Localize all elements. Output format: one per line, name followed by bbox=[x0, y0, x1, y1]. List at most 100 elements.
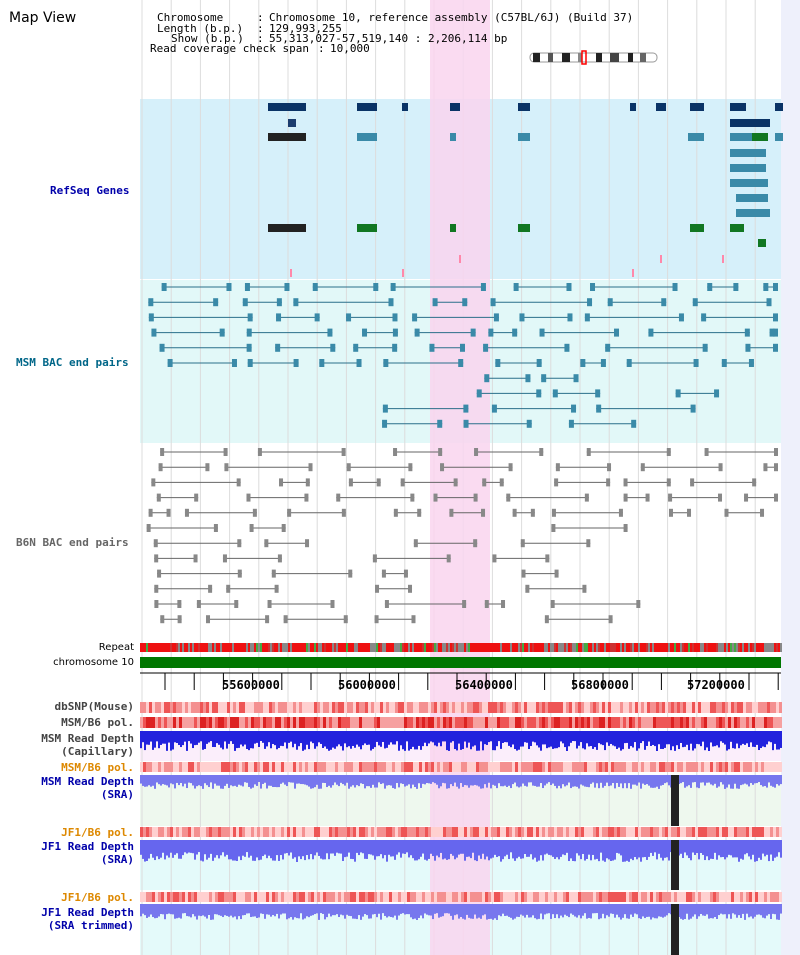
depth-bin bbox=[288, 775, 290, 783]
pol-bin bbox=[419, 717, 422, 728]
pol-bin bbox=[629, 827, 632, 837]
bac-end bbox=[690, 404, 696, 413]
track-label-dbsnp[interactable]: dbSNP(Mouse) bbox=[54, 700, 134, 713]
gene-feature bbox=[730, 119, 770, 127]
polymorphism-tracks[interactable] bbox=[140, 702, 782, 902]
depth-bin bbox=[286, 904, 288, 920]
gene-marker bbox=[722, 255, 724, 263]
depth-bin bbox=[410, 840, 412, 856]
depth-bin bbox=[194, 775, 196, 789]
track-label-msm-capillary-depth[interactable]: MSM Read Depth (Capillary) bbox=[41, 732, 134, 758]
depth-bin bbox=[652, 840, 654, 856]
gene-feature bbox=[268, 224, 306, 232]
depth-bin bbox=[522, 904, 524, 916]
depth-bin bbox=[140, 731, 142, 749]
track-label-jf1-trimmed-depth[interactable]: JF1 Read Depth (SRA trimmed) bbox=[41, 906, 134, 932]
pol-bin bbox=[305, 827, 308, 837]
depth-bin bbox=[276, 904, 278, 914]
bac-end bbox=[693, 359, 699, 367]
depth-bin bbox=[336, 840, 338, 853]
track-label-refseq[interactable]: RefSeq Genes bbox=[50, 184, 130, 197]
depth-bin bbox=[534, 731, 536, 743]
pol-bin bbox=[539, 702, 542, 713]
depth-bin bbox=[170, 904, 172, 915]
msm-bac-end-pairs-track[interactable] bbox=[148, 283, 778, 428]
pol-bin bbox=[536, 827, 539, 837]
pol-bin bbox=[668, 827, 671, 837]
depth-bin bbox=[624, 775, 626, 784]
pol-bin bbox=[224, 717, 227, 728]
depth-bin bbox=[270, 840, 272, 859]
pol-bin bbox=[212, 702, 215, 713]
pol-bin bbox=[779, 762, 782, 772]
depth-bin bbox=[464, 775, 466, 786]
bac-end bbox=[675, 389, 681, 398]
depth-bin bbox=[536, 775, 538, 787]
depth-bin bbox=[358, 840, 360, 856]
track-label-b6n-bac[interactable]: B6N BAC end pairs bbox=[16, 536, 129, 549]
pol-bin bbox=[299, 717, 302, 728]
read-depth-tracks[interactable] bbox=[140, 731, 782, 920]
coverage-gap-jf1-sra bbox=[671, 840, 679, 890]
depth-bin bbox=[682, 775, 684, 783]
depth-bin bbox=[766, 904, 768, 916]
depth-bin bbox=[666, 731, 668, 745]
depth-bin bbox=[370, 775, 372, 788]
depth-bin bbox=[606, 731, 608, 743]
track-label-msm-pol-1[interactable]: MSM/B6 pol. bbox=[61, 716, 134, 729]
depth-bin bbox=[762, 731, 764, 747]
pol-bin bbox=[776, 762, 779, 772]
pol-bin bbox=[269, 827, 272, 837]
pol-bin bbox=[737, 762, 740, 772]
repeat-element bbox=[502, 643, 504, 652]
track-label-msm-bac[interactable]: MSM BAC end pairs bbox=[16, 356, 129, 369]
refseq-genes-track[interactable] bbox=[268, 103, 783, 277]
depth-bin bbox=[424, 775, 426, 785]
pol-bin bbox=[677, 827, 680, 837]
repeat-element bbox=[222, 643, 224, 652]
depth-bin bbox=[618, 775, 620, 787]
selection-highlight[interactable] bbox=[430, 0, 490, 955]
repeat-element bbox=[140, 643, 142, 652]
depth-bin bbox=[506, 731, 508, 743]
repeat-element bbox=[186, 643, 188, 652]
bac-end bbox=[336, 493, 341, 502]
track-label-jf1-pol-1[interactable]: JF1/B6 pol. bbox=[61, 826, 134, 839]
repeat-track[interactable] bbox=[140, 643, 782, 652]
track-label-jf1-pol-2[interactable]: JF1/B6 pol. bbox=[61, 891, 134, 904]
depth-bin bbox=[384, 731, 386, 749]
pol-bin bbox=[602, 717, 605, 728]
depth-bin bbox=[558, 731, 560, 748]
depth-bin bbox=[476, 731, 478, 751]
repeat-element bbox=[774, 643, 776, 652]
depth-bin bbox=[376, 840, 378, 857]
chromosome-ideogram[interactable] bbox=[529, 50, 658, 65]
depth-bin bbox=[722, 904, 724, 915]
pol-bin bbox=[446, 702, 449, 713]
depth-bin bbox=[630, 904, 632, 915]
track-label-jf1-sra-depth[interactable]: JF1 Read Depth (SRA) bbox=[41, 840, 134, 866]
depth-bin bbox=[738, 731, 740, 749]
bac-end bbox=[582, 584, 587, 593]
bac-end bbox=[382, 419, 388, 428]
depth-bin bbox=[652, 731, 654, 745]
depth-bin bbox=[276, 840, 278, 856]
chromosome-bar[interactable] bbox=[140, 657, 781, 668]
depth-bin bbox=[244, 840, 246, 857]
pol-bin bbox=[395, 762, 398, 772]
depth-bin bbox=[346, 775, 348, 783]
pol-bin bbox=[293, 702, 296, 713]
b6n-bac-end-pairs-track[interactable] bbox=[146, 448, 778, 624]
pol-bin bbox=[257, 702, 260, 713]
depth-bin bbox=[394, 775, 396, 789]
depth-bin bbox=[594, 840, 596, 860]
pol-bin bbox=[653, 762, 656, 772]
repeat-element bbox=[370, 643, 372, 652]
track-label-msm-pol-2[interactable]: MSM/B6 pol. bbox=[61, 761, 134, 774]
pol-bin bbox=[557, 892, 560, 902]
track-label-msm-sra-depth[interactable]: MSM Read Depth (SRA) bbox=[41, 775, 134, 801]
depth-bin bbox=[144, 775, 146, 787]
repeat-element bbox=[618, 643, 620, 652]
depth-bin bbox=[492, 904, 494, 920]
